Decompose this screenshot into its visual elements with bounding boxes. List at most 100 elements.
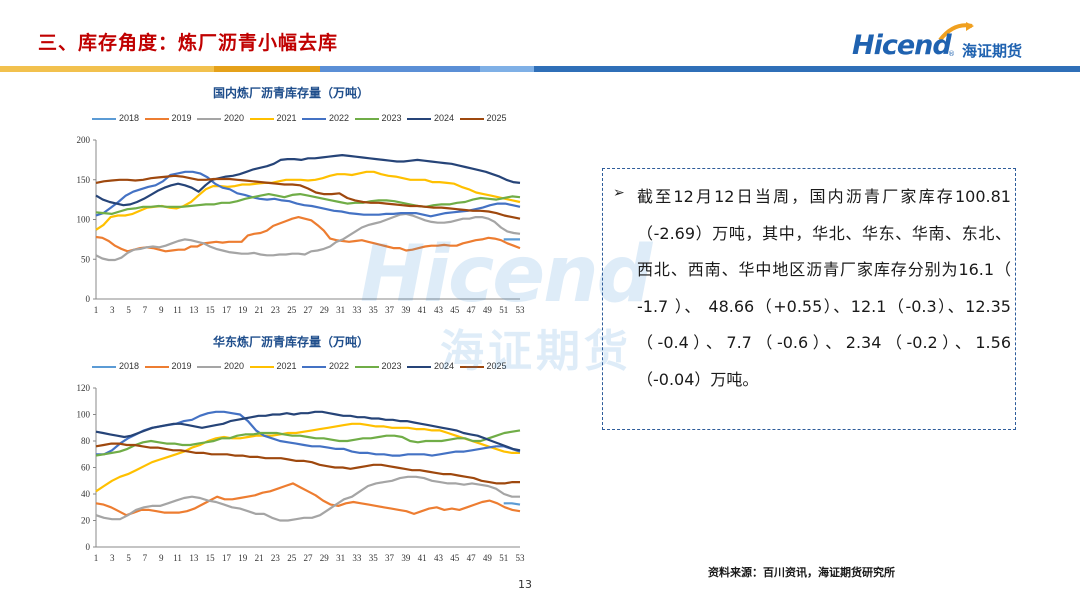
x-tick-label: 7 <box>143 553 148 563</box>
legend-label: 2021 <box>276 113 297 123</box>
x-tick-label: 51 <box>499 553 508 563</box>
inventory-summary-box: ➢ 截至12月12日当周，国内沥青厂家库存100.81（-2.69）万吨，其中，… <box>602 168 1016 430</box>
legend-swatch <box>92 118 116 120</box>
x-tick-label: 33 <box>352 305 362 315</box>
page-number: 13 <box>518 578 532 591</box>
x-tick-label: 35 <box>369 553 379 563</box>
y-tick-label: 200 <box>77 135 91 145</box>
legend-label: 2022 <box>329 361 350 371</box>
x-tick-label: 49 <box>483 553 493 563</box>
x-tick-label: 23 <box>271 553 281 563</box>
legend-swatch <box>249 366 274 368</box>
x-tick-label: 19 <box>238 305 248 315</box>
x-tick-label: 5 <box>126 553 131 563</box>
legend-swatch <box>459 366 484 368</box>
x-tick-label: 19 <box>238 553 248 563</box>
x-tick-label: 3 <box>110 553 115 563</box>
legend-label: 2024 <box>434 113 455 123</box>
legend-swatch <box>197 118 221 120</box>
y-tick-label: 0 <box>86 294 91 304</box>
x-tick-label: 51 <box>499 305 508 315</box>
inventory-summary-text: 截至12月12日当周，国内沥青厂家库存100.81（-2.69）万吨，其中，华北… <box>637 187 1011 389</box>
x-tick-label: 53 <box>516 305 526 315</box>
x-tick-label: 5 <box>126 305 131 315</box>
y-tick-label: 120 <box>77 383 91 393</box>
series-line-2024 <box>95 154 521 207</box>
series-line-2023 <box>95 193 521 215</box>
legend-swatch <box>407 118 431 120</box>
legend-label: 2020 <box>224 361 245 371</box>
series-line-2023 <box>95 429 521 457</box>
logo-arc-icon <box>938 22 974 42</box>
legend-swatch <box>197 366 221 368</box>
series-line-2025 <box>95 174 521 220</box>
legend-label: 2021 <box>276 361 297 371</box>
legend-swatch <box>407 366 431 368</box>
legend-label: 2018 <box>119 361 140 371</box>
header-band-2 <box>214 66 320 72</box>
data-source: 资料来源：百川资讯，海证期货研究所 <box>708 566 895 579</box>
x-tick-label: 11 <box>173 553 182 563</box>
legend-label: 2018 <box>119 113 140 123</box>
x-tick-label: 39 <box>401 305 411 315</box>
legend-label: 2024 <box>434 361 455 371</box>
x-tick-label: 31 <box>336 305 345 315</box>
legend-swatch <box>144 118 169 120</box>
x-tick-label: 7 <box>143 305 148 315</box>
x-tick-label: 21 <box>255 553 264 563</box>
legend-swatch <box>459 118 484 120</box>
x-tick-label: 33 <box>352 553 362 563</box>
chart1-title: 国内炼厂沥青库存量（万吨） <box>213 86 370 100</box>
y-tick-label: 100 <box>77 410 91 420</box>
x-tick-label: 41 <box>418 553 427 563</box>
logo-latin: Hicend <box>852 30 952 61</box>
series-line-2020 <box>95 475 520 522</box>
legend-label: 2025 <box>486 361 507 371</box>
x-tick-label: 29 <box>320 553 330 563</box>
x-tick-label: 47 <box>467 305 477 315</box>
x-tick-label: 45 <box>450 305 460 315</box>
series-line-2022 <box>95 170 521 218</box>
legend-swatch <box>354 118 379 120</box>
y-tick-label: 80 <box>81 436 91 446</box>
header-band-1 <box>0 66 214 72</box>
legend-label: 2023 <box>381 113 402 123</box>
legend-swatch <box>302 118 326 120</box>
x-tick-label: 27 <box>304 305 314 315</box>
y-tick-label: 60 <box>81 463 91 473</box>
legend-label: 2025 <box>486 113 507 123</box>
y-tick-label: 50 <box>81 254 91 264</box>
chart2-title: 华东炼厂沥青库存量（万吨） <box>213 335 370 349</box>
x-tick-label: 21 <box>255 305 264 315</box>
x-tick-label: 53 <box>516 553 526 563</box>
series-line-2020 <box>95 212 521 262</box>
x-tick-label: 9 <box>159 553 164 563</box>
legend-label: 2022 <box>329 113 350 123</box>
x-tick-label: 31 <box>336 553 345 563</box>
bullet-arrow-icon: ➢ <box>613 185 625 201</box>
x-tick-label: 25 <box>287 553 297 563</box>
legend-label: 2020 <box>224 113 245 123</box>
x-tick-label: 1 <box>94 553 99 563</box>
logo-chinese: 海证期货 <box>962 42 1023 60</box>
x-tick-label: 37 <box>385 553 395 563</box>
x-tick-label: 3 <box>110 305 115 315</box>
series-line-2021 <box>95 422 520 493</box>
header-band-4 <box>480 66 534 72</box>
y-tick-label: 0 <box>86 542 91 552</box>
x-tick-label: 45 <box>450 553 460 563</box>
y-tick-label: 150 <box>77 175 91 185</box>
y-tick-label: 100 <box>77 215 91 225</box>
header-band-5 <box>534 66 1080 72</box>
x-tick-label: 41 <box>418 305 427 315</box>
x-tick-label: 15 <box>206 305 216 315</box>
legend-swatch <box>144 366 169 368</box>
hicend-logo: Hicend ® 海证期货 <box>852 20 1062 66</box>
y-tick-label: 40 <box>81 489 91 499</box>
logo-registered-mark: ® <box>948 50 955 58</box>
x-tick-label: 9 <box>159 305 164 315</box>
x-tick-label: 11 <box>173 305 182 315</box>
x-tick-label: 39 <box>401 553 411 563</box>
x-tick-label: 25 <box>287 305 297 315</box>
